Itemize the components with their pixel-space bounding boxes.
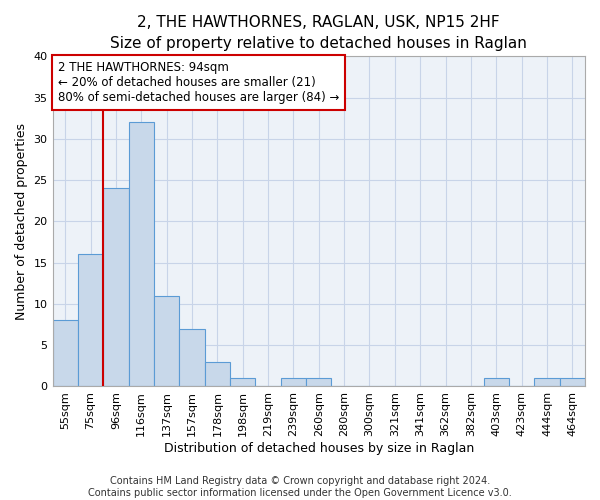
Bar [128, 122, 154, 386]
Title: 2, THE HAWTHORNES, RAGLAN, USK, NP15 2HF
Size of property relative to detached h: 2, THE HAWTHORNES, RAGLAN, USK, NP15 2HF… [110, 15, 527, 51]
Bar [306, 378, 331, 386]
Text: 2 THE HAWTHORNES: 94sqm
← 20% of detached houses are smaller (21)
80% of semi-de: 2 THE HAWTHORNES: 94sqm ← 20% of detache… [58, 62, 339, 104]
Bar [484, 378, 509, 386]
Bar [560, 378, 585, 386]
Bar [281, 378, 306, 386]
Bar [53, 320, 78, 386]
Y-axis label: Number of detached properties: Number of detached properties [15, 123, 28, 320]
Bar [103, 188, 128, 386]
Bar [534, 378, 560, 386]
Bar [179, 328, 205, 386]
X-axis label: Distribution of detached houses by size in Raglan: Distribution of detached houses by size … [164, 442, 474, 455]
Bar [230, 378, 256, 386]
Text: Contains HM Land Registry data © Crown copyright and database right 2024.
Contai: Contains HM Land Registry data © Crown c… [88, 476, 512, 498]
Bar [154, 296, 179, 386]
Bar [78, 254, 103, 386]
Bar [205, 362, 230, 386]
